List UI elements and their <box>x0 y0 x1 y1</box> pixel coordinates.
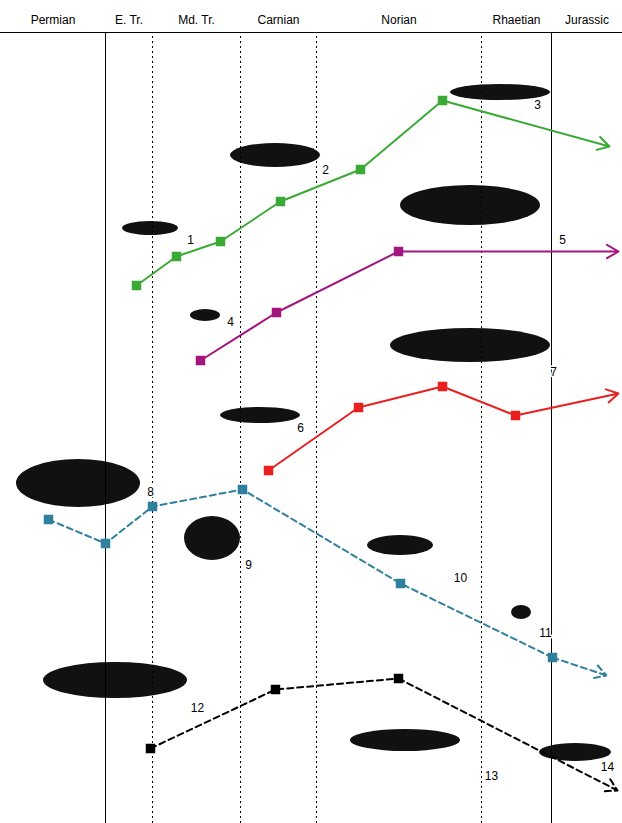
svg-text:Md. Tr.: Md. Tr. <box>178 13 215 27</box>
svg-text:3: 3 <box>534 98 541 112</box>
svg-text:10: 10 <box>454 571 468 585</box>
svg-text:14: 14 <box>601 760 615 774</box>
svg-text:5: 5 <box>559 233 566 247</box>
svg-text:6: 6 <box>297 421 304 435</box>
svg-text:9: 9 <box>245 558 252 572</box>
svg-text:1: 1 <box>187 233 194 247</box>
svg-text:11: 11 <box>539 626 552 640</box>
svg-text:Rhaetian: Rhaetian <box>492 13 540 27</box>
svg-text:Jurassic: Jurassic <box>565 13 609 27</box>
svg-text:12: 12 <box>191 701 205 715</box>
svg-text:8: 8 <box>147 485 154 499</box>
svg-text:Norian: Norian <box>381 13 416 27</box>
svg-text:13: 13 <box>485 769 499 783</box>
svg-text:Carnian: Carnian <box>257 13 299 27</box>
svg-text:4: 4 <box>227 315 234 329</box>
svg-text:7: 7 <box>550 365 557 379</box>
svg-text:E. Tr.: E. Tr. <box>115 13 143 27</box>
svg-text:Permian: Permian <box>31 13 76 27</box>
svg-text:2: 2 <box>322 163 329 177</box>
